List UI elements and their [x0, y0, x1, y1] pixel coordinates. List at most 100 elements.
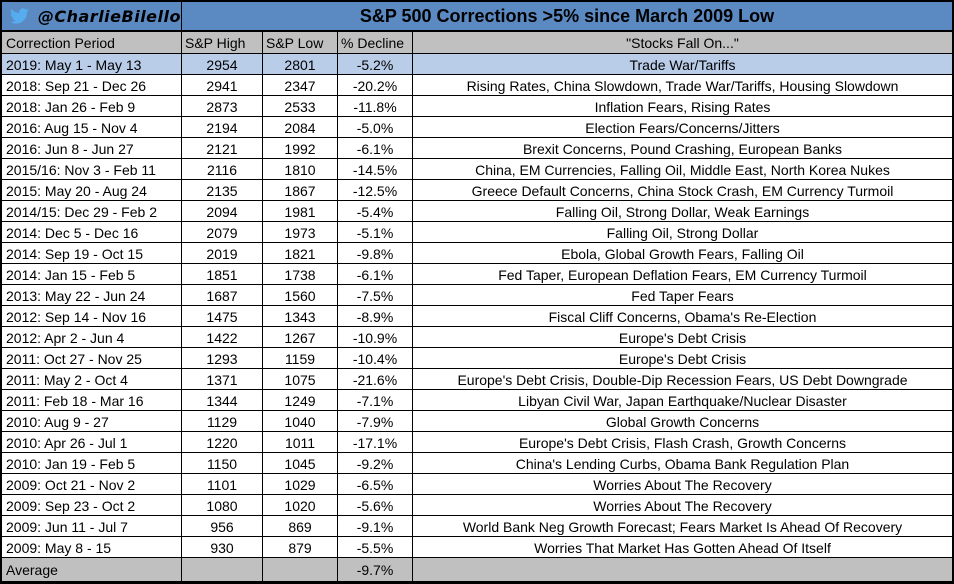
table-cell: 1867 — [263, 180, 338, 200]
table-row: 2016: Aug 15 - Nov 4 2194 2084 -5.0% Electio… — [2, 117, 952, 138]
table-row: 2015/16: Nov 3 - Feb 11 2116 1810 -14.5% Chi… — [2, 159, 952, 180]
table-cell: 2018: Jan 26 - Feb 9 — [2, 96, 182, 116]
table-cell: 2011: Oct 27 - Nov 25 — [2, 348, 182, 368]
table-cell: 1560 — [263, 285, 338, 305]
table-cell: Europe's Debt Crisis — [618, 350, 747, 367]
table-cell: 2009: Oct 21 - Nov 2 — [2, 474, 182, 494]
table-cell: 1150 — [182, 453, 263, 473]
table-cell: 930 — [182, 537, 263, 557]
table-cell: 1220 — [182, 432, 263, 452]
table-cell: 1045 — [263, 453, 338, 473]
table-cell: 2010: Jan 19 - Feb 5 — [2, 453, 182, 473]
table-cell: 2018: Sep 21 - Dec 26 — [2, 75, 182, 95]
table-cell: 2079 — [182, 222, 263, 242]
table-cell: 2015: May 20 - Aug 24 — [2, 180, 182, 200]
table-cell: 2012: Apr 2 - Jun 4 — [2, 327, 182, 347]
table-row: 2016: Jun 8 - Jun 27 2121 1992 -6.1% Brexit … — [2, 138, 952, 159]
table-cell: -6.1% — [338, 264, 413, 284]
table-row: 2014: Jan 15 - Feb 5 1851 1738 -6.1% Fed Tap… — [2, 264, 952, 285]
table-cell: 2121 — [182, 138, 263, 158]
table-row: 2014/15: Dec 29 - Feb 2 2094 1981 -5.4% Fall… — [2, 201, 952, 222]
table-row: 2010: Jan 19 - Feb 5 1150 1045 -9.2% China's… — [2, 453, 952, 474]
table-cell: 2084 — [263, 117, 338, 137]
table-cell: 2015/16: Nov 3 - Feb 11 — [2, 159, 182, 179]
twitter-handle: @CharlieBilello — [37, 6, 181, 26]
table-cell: -6.5% — [338, 474, 413, 494]
table-cell: -9.2% — [338, 453, 413, 473]
table-cell: -21.6% — [338, 369, 413, 389]
table-cell: 1011 — [263, 432, 338, 452]
table-cell: Inflation Fears, Rising Rates — [594, 98, 771, 115]
column-header-0: Correction Period — [2, 32, 182, 53]
table-cell: 1293 — [182, 348, 263, 368]
table-cell: -7.9% — [338, 411, 413, 431]
table-cell: -8.9% — [338, 306, 413, 326]
table-cell: Worries About The Recovery — [593, 476, 772, 493]
table-cell: -5.1% — [338, 222, 413, 242]
table-cell: 1075 — [263, 369, 338, 389]
table-cell: 1422 — [182, 327, 263, 347]
table-cell: Fiscal Cliff Concerns, Obama's Re-Electi… — [548, 308, 817, 325]
table-row: 2009: Jun 11 - Jul 7 956 869 -9.1% World Ban… — [2, 516, 952, 537]
table-row: 2018: Jan 26 - Feb 9 2873 2533 -11.8% Inflat… — [2, 96, 952, 117]
table-cell: 1344 — [182, 390, 263, 410]
table-cell: Libyan Civil War, Japan Earthquake/Nucle… — [518, 392, 847, 409]
table-cell: -11.8% — [338, 96, 413, 116]
table-cell: 1371 — [182, 369, 263, 389]
table-cell: 1267 — [263, 327, 338, 347]
table-cell: World Bank Neg Growth Forecast; Fears Ma… — [462, 518, 903, 535]
table-cell: Fed Taper, European Deflation Fears, EM … — [498, 266, 867, 283]
table-cell: 1101 — [182, 474, 263, 494]
table-title: S&P 500 Corrections >5% since March 2009… — [359, 5, 775, 26]
table-row: 2012: Sep 14 - Nov 16 1475 1343 -8.9% Fiscal… — [2, 306, 952, 327]
table-cell: -20.2% — [338, 75, 413, 95]
average-decline: -9.7% — [338, 558, 413, 581]
table-cell: 2009: Sep 23 - Oct 2 — [2, 495, 182, 515]
table-cell: 1159 — [263, 348, 338, 368]
table-cell: 2116 — [182, 159, 263, 179]
column-header-2: S&P Low — [263, 32, 338, 53]
average-row: Average -9.7% — [2, 558, 952, 581]
twitter-bird-icon — [10, 8, 29, 24]
table-cell: 956 — [182, 516, 263, 536]
table-cell: 2014/15: Dec 29 - Feb 2 — [2, 201, 182, 221]
table-cell: 2010: Aug 9 - 27 — [2, 411, 182, 431]
table-cell: -6.1% — [338, 138, 413, 158]
table-cell: -10.4% — [338, 348, 413, 368]
table-cell: -7.5% — [338, 285, 413, 305]
table-cell: 2019: May 1 - May 13 — [2, 54, 182, 74]
table-cell: Worries That Market Has Gotten Ahead Of … — [534, 539, 831, 556]
table-cell: 2194 — [182, 117, 263, 137]
column-header-row: Correction Period S&P High S&P Low% Declin… — [2, 32, 952, 54]
table-cell: -12.5% — [338, 180, 413, 200]
table-cell: Election Fears/Concerns/Jitters — [585, 119, 780, 136]
table-cell: 1687 — [182, 285, 263, 305]
table-cell: 2954 — [182, 54, 263, 74]
table-cell: -7.1% — [338, 390, 413, 410]
table-cell: 2014: Dec 5 - Dec 16 — [2, 222, 182, 242]
table-cell: 869 — [263, 516, 338, 536]
table-cell: 1973 — [263, 222, 338, 242]
table-cell: 2014: Jan 15 - Feb 5 — [2, 264, 182, 284]
table-cell: 2347 — [263, 75, 338, 95]
table-cell: 2873 — [182, 96, 263, 116]
table-cell: 1821 — [263, 243, 338, 263]
table-cell: 2533 — [263, 96, 338, 116]
column-header-3: % Decline — [338, 32, 413, 53]
table-row: 2014: Sep 19 - Oct 15 2019 1821 -9.8% Ebola,… — [2, 243, 952, 264]
column-header-1: S&P High — [182, 32, 263, 53]
table-cell: 1040 — [263, 411, 338, 431]
table-cell: 1738 — [263, 264, 338, 284]
table-cell: 1981 — [263, 201, 338, 221]
table-row: 2011: Feb 18 - Mar 16 1344 1249 -7.1% Libyan… — [2, 390, 952, 411]
twitter-handle-cell: @CharlieBilello — [2, 2, 182, 30]
table-row: 2015: May 20 - Aug 24 2135 1867 -12.5% Greec… — [2, 180, 952, 201]
table-cell: 2011: May 2 - Oct 4 — [2, 369, 182, 389]
table-cell: 1020 — [263, 495, 338, 515]
title-bar: @CharlieBilello S&P 500 Corrections >5% … — [2, 2, 952, 32]
table-cell: 2013: May 22 - Jun 24 — [2, 285, 182, 305]
table-cell: 2019 — [182, 243, 263, 263]
table-cell: 2012: Sep 14 - Nov 16 — [2, 306, 182, 326]
table-cell: 1080 — [182, 495, 263, 515]
